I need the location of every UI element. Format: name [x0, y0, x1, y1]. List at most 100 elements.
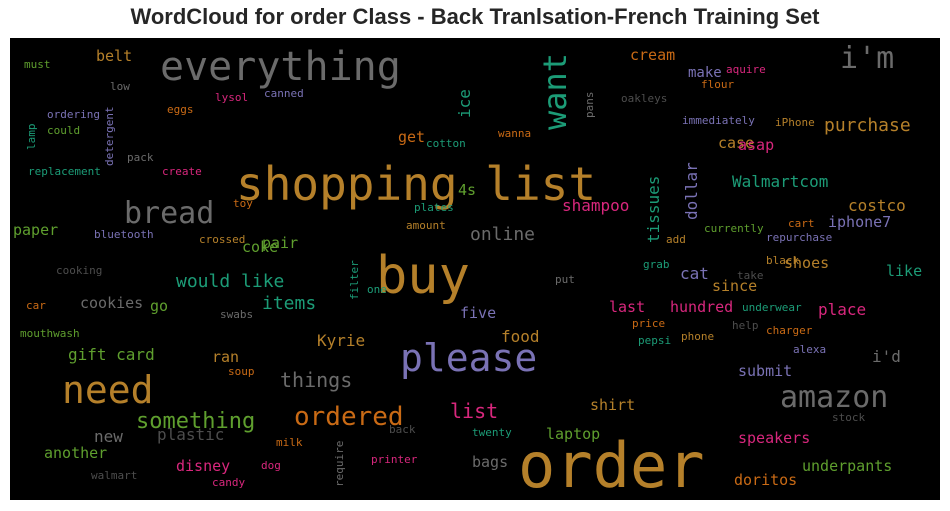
- word-printer: printer: [371, 453, 418, 466]
- word-ice: ice: [455, 89, 474, 118]
- word-would-like: would like: [176, 271, 284, 292]
- word-charger: charger: [766, 324, 813, 337]
- word-pepsi: pepsi: [638, 334, 671, 347]
- word-one: one: [367, 283, 387, 296]
- word-toy: toy: [233, 197, 253, 210]
- word-black: black: [766, 254, 799, 267]
- word-plastic: plastic: [157, 425, 224, 444]
- word-must: must: [24, 58, 51, 71]
- word-dog: dog: [261, 459, 281, 472]
- word-everything: everything: [160, 44, 401, 90]
- word-cotton: cotton: [426, 137, 466, 150]
- word-another: another: [44, 444, 107, 462]
- word-immediately: immediately: [682, 114, 755, 127]
- word-place: place: [818, 300, 866, 319]
- word-kyrie: Kyrie: [317, 331, 365, 350]
- word-need: need: [62, 368, 154, 412]
- word-doritos: doritos: [734, 471, 797, 489]
- word-gift-card: gift card: [68, 345, 155, 364]
- word-oakleys: oakleys: [621, 92, 667, 105]
- word-filter: filter: [348, 260, 361, 300]
- word-bags: bags: [472, 453, 508, 471]
- word-pack: pack: [127, 151, 154, 164]
- word-phone: phone: [681, 330, 714, 343]
- word-pans: pans: [583, 92, 596, 119]
- word-4s: 4s: [458, 181, 476, 199]
- word-put: put: [555, 273, 575, 286]
- word-require: require: [333, 441, 346, 487]
- word-detergent: detergent: [103, 106, 116, 166]
- word-canned: canned: [264, 87, 304, 100]
- word-cart: cart: [788, 217, 815, 230]
- word-low: low: [110, 80, 130, 93]
- chart-title: WordCloud for order Class - Back Tranlsa…: [0, 4, 950, 30]
- word-cookies: cookies: [80, 294, 143, 312]
- word-crossed: crossed: [199, 233, 245, 246]
- word-ordering: ordering: [47, 108, 100, 121]
- word-walmart: walmart: [91, 469, 137, 482]
- word-walmartcom: Walmartcom: [732, 172, 828, 191]
- word-online: online: [470, 224, 535, 245]
- word-iphone: iPhone: [775, 116, 815, 129]
- word-laptop: laptop: [546, 425, 600, 443]
- word-cat: cat: [680, 264, 709, 283]
- word-eggs: eggs: [167, 103, 194, 116]
- word-food: food: [501, 327, 540, 346]
- word-stock: stock: [832, 411, 865, 424]
- word-iphone7: iphone7: [828, 213, 891, 231]
- word-add: add: [666, 233, 686, 246]
- word-alexa: alexa: [793, 343, 826, 356]
- word-bread: bread: [124, 196, 214, 231]
- word-ran: ran: [212, 348, 239, 366]
- word-paper: paper: [13, 221, 58, 239]
- word-dollar: dollar: [682, 162, 701, 220]
- word-plates: plates: [414, 201, 454, 214]
- word-i-m: i'm: [840, 41, 894, 76]
- word-repurchase: repurchase: [766, 231, 832, 244]
- word-price: price: [632, 317, 665, 330]
- word-last: last: [609, 298, 645, 316]
- word-shampoo: shampoo: [562, 196, 629, 215]
- word-list: list: [450, 399, 498, 423]
- word-underwear: underwear: [742, 301, 802, 314]
- word-swabs: swabs: [220, 308, 253, 321]
- word-take: take: [737, 269, 764, 282]
- word-asap: asap: [738, 136, 774, 154]
- word-things: things: [280, 368, 352, 392]
- word-grab: grab: [643, 258, 670, 271]
- word-create: create: [162, 165, 202, 178]
- word-back: back: [389, 423, 416, 436]
- word-tissues: tissues: [644, 176, 663, 243]
- word-lamp: lamp: [25, 124, 38, 151]
- word-items: items: [262, 293, 316, 314]
- word-like: like: [886, 262, 922, 280]
- word-amazon: amazon: [780, 380, 888, 415]
- word-get: get: [398, 128, 425, 146]
- wordcloud-canvas: order shopping list buy everything need pleas…: [10, 38, 940, 500]
- word-purchase: purchase: [824, 115, 911, 136]
- word-speakers: speakers: [738, 429, 810, 447]
- word-five: five: [460, 304, 496, 322]
- word-amount: amount: [406, 219, 446, 232]
- word-wanna: wanna: [498, 127, 531, 140]
- word-i-d: i'd: [872, 347, 901, 366]
- word-flour: flour: [701, 78, 734, 91]
- word-disney: disney: [176, 457, 230, 475]
- word-car: car: [26, 299, 46, 312]
- word-pair: pair: [262, 234, 298, 252]
- word-mouthwash: mouthwash: [20, 327, 80, 340]
- word-lysol: lysol: [215, 91, 248, 104]
- word-submit: submit: [738, 362, 792, 380]
- word-want: want: [536, 53, 574, 130]
- word-belt: belt: [96, 47, 132, 65]
- word-currently: currently: [704, 222, 764, 235]
- word-hundred: hundred: [670, 298, 733, 316]
- word-help: help: [732, 319, 759, 332]
- word-bluetooth: bluetooth: [94, 228, 154, 241]
- word-go: go: [150, 297, 168, 315]
- word-could: could: [47, 124, 80, 137]
- word-buy: buy: [376, 246, 470, 306]
- word-milk: milk: [276, 436, 303, 449]
- word-soup: soup: [228, 365, 255, 378]
- word-cream: cream: [630, 46, 675, 64]
